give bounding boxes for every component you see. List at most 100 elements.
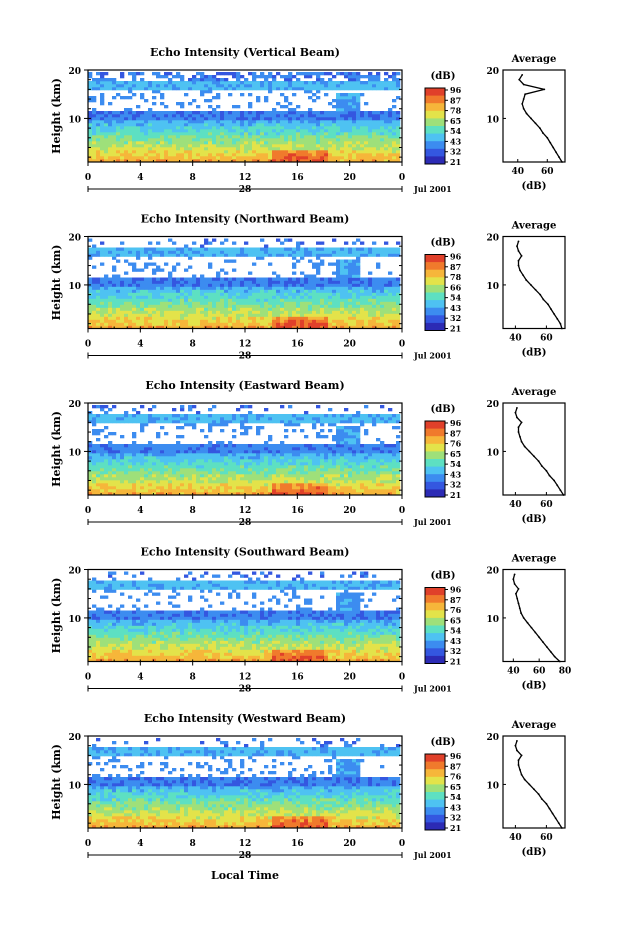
- heatmap-cell: [264, 150, 269, 154]
- heatmap-cell: [252, 81, 257, 85]
- heatmap-cell: [308, 459, 313, 463]
- heatmap-cell: [160, 277, 165, 281]
- heatmap-cell: [320, 253, 325, 257]
- heatmap-cell: [344, 84, 349, 88]
- heatmap-cell: [108, 117, 113, 121]
- heatmap-cell: [292, 301, 297, 305]
- heatmap-cell: [92, 280, 97, 284]
- heatmap-cell: [364, 492, 369, 496]
- heatmap-cell: [332, 310, 337, 314]
- heatmap-cell: [260, 322, 265, 326]
- heatmap-cell: [260, 280, 265, 284]
- heatmap-cell: [344, 96, 349, 100]
- heatmap-cell: [352, 132, 357, 136]
- heatmap-cell: [300, 310, 305, 314]
- heatmap-cell: [200, 483, 205, 487]
- heatmap-cell: [372, 322, 377, 326]
- heatmap-cell: [212, 313, 217, 317]
- heatmap-cell: [228, 117, 233, 121]
- heatmap-cell: [228, 471, 233, 475]
- heatmap-cell: [356, 277, 361, 281]
- heatmap-cell: [356, 238, 361, 242]
- heatmap-cell: [244, 126, 249, 130]
- heatmap-cell: [352, 322, 357, 326]
- heatmap-cell: [212, 132, 217, 136]
- heatmap-cell: [112, 310, 117, 314]
- heatmap-cell: [176, 489, 181, 493]
- heatmap-cell: [260, 117, 265, 121]
- heatmap-cell: [260, 316, 265, 320]
- heatmap-cell: [392, 456, 397, 460]
- heatmap-cell: [272, 286, 277, 290]
- heatmap-cell: [288, 489, 293, 493]
- heatmap-cell: [380, 135, 385, 139]
- heatmap-cell: [108, 135, 113, 139]
- heatmap-cell: [312, 325, 317, 329]
- heatmap-cell: [144, 81, 149, 85]
- colorbar-swatch: [425, 108, 445, 112]
- heatmap-cell: [288, 75, 293, 79]
- heatmap-cell: [256, 477, 261, 481]
- heatmap-cell: [364, 489, 369, 493]
- heatmap-cell: [152, 138, 157, 142]
- heatmap-cell: [300, 126, 305, 130]
- heatmap-cell: [116, 477, 121, 481]
- heatmap-cell: [328, 138, 333, 142]
- heatmap-cell: [368, 319, 373, 323]
- heatmap-cell: [192, 135, 197, 139]
- heatmap-cell: [280, 93, 285, 97]
- heatmap-cell: [88, 492, 93, 496]
- heatmap-cell: [388, 289, 393, 293]
- heatmap-cell: [152, 126, 157, 130]
- heatmap-cell: [288, 72, 293, 76]
- heatmap-cell: [320, 78, 325, 82]
- heatmap-cell: [384, 141, 389, 145]
- colorbar-swatch: [425, 110, 445, 114]
- heatmap-cell: [240, 289, 245, 293]
- heatmap-cell: [112, 156, 117, 160]
- heatmap-cell: [208, 486, 213, 490]
- heatmap-cell: [180, 453, 185, 457]
- heatmap-cell: [96, 87, 101, 91]
- heatmap-cell: [256, 292, 261, 296]
- heatmap-cell: [356, 271, 361, 275]
- heatmap-cell: [320, 117, 325, 121]
- heatmap-cell: [380, 313, 385, 317]
- heatmap-cell: [384, 78, 389, 82]
- heatmap-cell: [324, 156, 329, 160]
- heatmap-cell: [256, 480, 261, 484]
- heatmap-cell: [168, 459, 173, 463]
- heatmap-cell: [124, 153, 129, 157]
- heatmap-cell: [316, 75, 321, 79]
- heatmap-cell: [376, 156, 381, 160]
- heatmap-cell: [352, 81, 357, 85]
- heatmap-cell: [200, 298, 205, 302]
- heatmap-cell: [288, 322, 293, 326]
- heatmap-cell: [204, 87, 209, 91]
- heatmap-cell: [120, 468, 125, 472]
- heatmap-cell: [188, 316, 193, 320]
- heatmap-cell: [212, 111, 217, 115]
- heatmap-cell: [236, 135, 241, 139]
- heatmap-cell: [292, 123, 297, 127]
- profile-point: [519, 269, 521, 272]
- heatmap-cell: [116, 138, 121, 142]
- heatmap-cell: [288, 238, 293, 242]
- heatmap-cell: [100, 277, 105, 281]
- heatmap-cell: [308, 307, 313, 311]
- heatmap-cell: [192, 471, 197, 475]
- heatmap-cell: [232, 489, 237, 493]
- heatmap-cell: [304, 283, 309, 287]
- heatmap-cell: [372, 144, 377, 148]
- heatmap-cell: [236, 147, 241, 151]
- heatmap-cell: [260, 298, 265, 302]
- heatmap-cell: [144, 250, 149, 254]
- heatmap-cell: [344, 268, 349, 272]
- heatmap-cell: [240, 144, 245, 148]
- heatmap-cell: [112, 265, 117, 269]
- heatmap-cell: [92, 289, 97, 293]
- heatmap-cell: [364, 313, 369, 317]
- heatmap-cell: [120, 322, 125, 326]
- heatmap-cell: [92, 126, 97, 130]
- heatmap-cell: [312, 262, 317, 266]
